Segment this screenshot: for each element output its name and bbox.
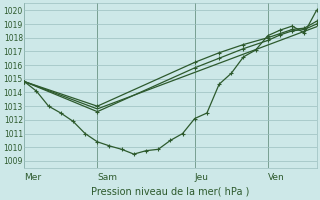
- X-axis label: Pression niveau de la mer( hPa ): Pression niveau de la mer( hPa ): [91, 187, 250, 197]
